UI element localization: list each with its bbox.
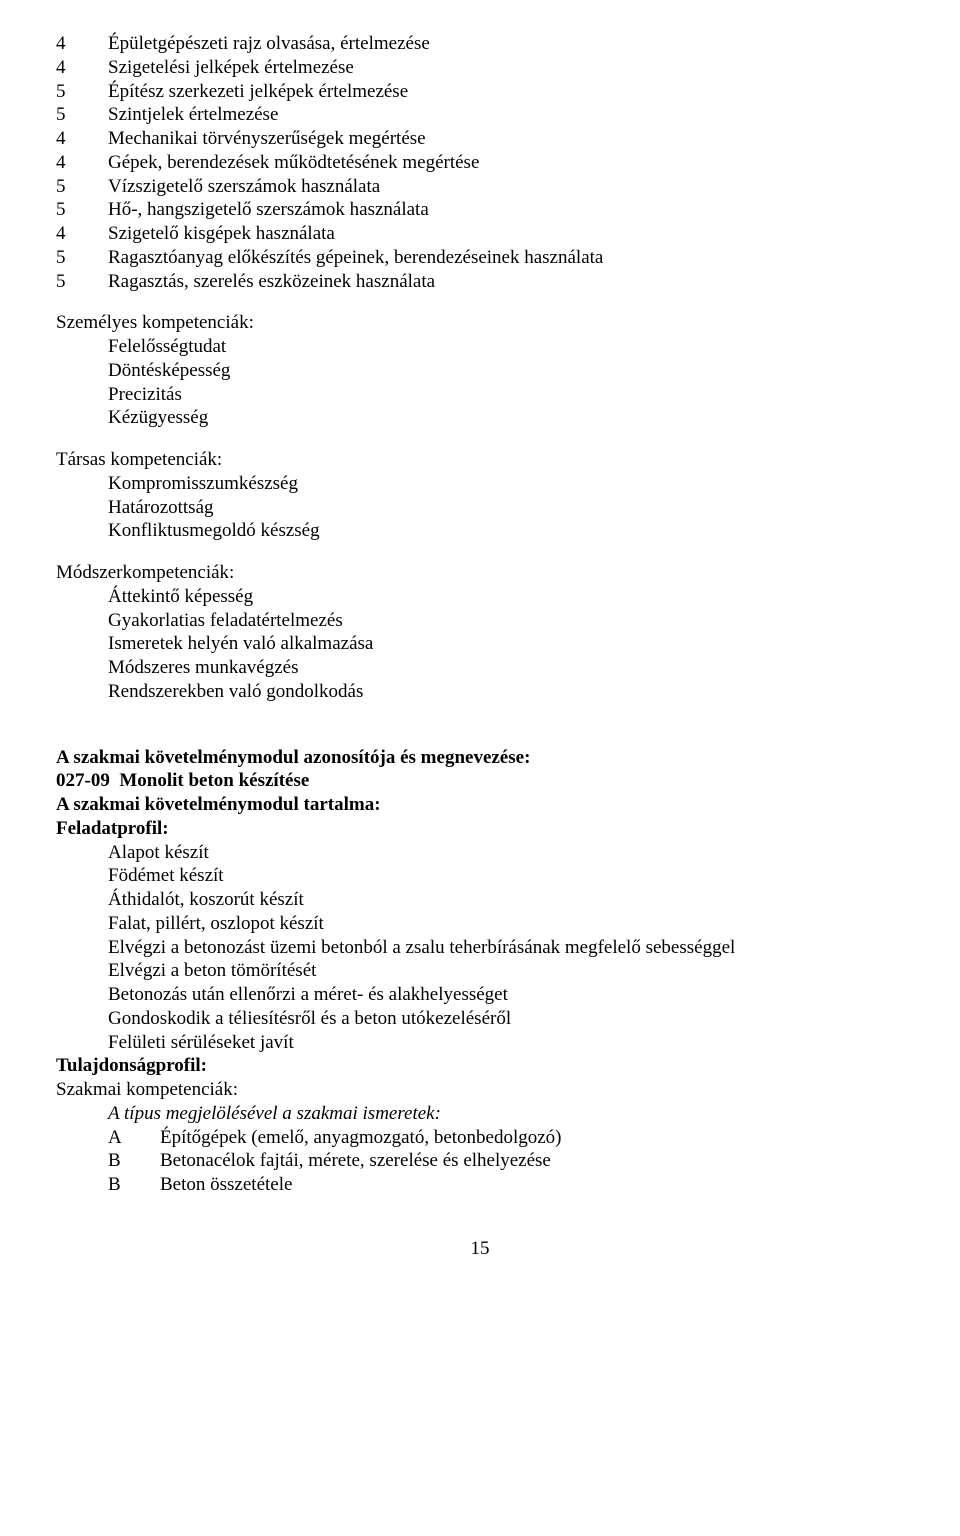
section-title: Módszerkompetenciák: <box>56 561 904 585</box>
list-item-text: Ragasztás, szerelés eszközeinek használa… <box>108 270 603 294</box>
module-heading-3: A szakmai követelménymodul tartalma: <box>56 793 904 817</box>
list-item-text: Beton összetétele <box>160 1173 562 1197</box>
module-heading-2: 027-09 Monolit beton készítése <box>56 769 904 793</box>
list-item: BBeton összetétele <box>108 1173 562 1197</box>
section-title: Személyes kompetenciák: <box>56 311 904 335</box>
list-item: Áthidalót, koszorút készít <box>108 888 904 912</box>
list-item: Elvégzi a beton tömörítését <box>108 959 904 983</box>
section-method: Módszerkompetenciák: Áttekintő képességG… <box>56 561 904 704</box>
list-item: Födémet készít <box>108 864 904 888</box>
list-item: Alapot készít <box>108 841 904 865</box>
list-item-number: 4 <box>56 222 108 246</box>
list-item-letter: A <box>108 1126 160 1150</box>
list-item: 5Ragasztás, szerelés eszközeinek használ… <box>56 270 603 294</box>
list-item: AÉpítőgépek (emelő, anyagmozgató, betonb… <box>108 1126 562 1150</box>
list-item-text: Hő-, hangszigetelő szerszámok használata <box>108 198 603 222</box>
module-code: 027-09 <box>56 770 110 791</box>
section-title: Társas kompetenciák: <box>56 448 904 472</box>
list-item-text: Szigetelési jelképek értelmezése <box>108 56 603 80</box>
list-item: 5Építész szerkezeti jelképek értelmezése <box>56 80 603 104</box>
module-block: A szakmai követelménymodul azonosítója é… <box>56 746 904 1197</box>
list-item: Rendszerekben való gondolkodás <box>108 680 904 704</box>
list-item: Döntésképesség <box>108 359 904 383</box>
list-item: Felületi sérüléseket javít <box>108 1031 904 1055</box>
list-item-text: Építész szerkezeti jelképek értelmezése <box>108 80 603 104</box>
tulajdonsagprofil-label: Tulajdonságprofil: <box>56 1054 904 1078</box>
section-personal: Személyes kompetenciák: FelelősségtudatD… <box>56 311 904 430</box>
list-item-text: Mechanikai törvényszerűségek megértése <box>108 127 603 151</box>
list-item: Konfliktusmegoldó készség <box>108 519 904 543</box>
list-item-text: Szigetelő kisgépek használata <box>108 222 603 246</box>
list-item: 5Ragasztóanyag előkészítés gépeinek, ber… <box>56 246 603 270</box>
list-item-text: Gépek, berendezések működtetésének megér… <box>108 151 603 175</box>
list-item: Kompromisszumkészség <box>108 472 904 496</box>
szakmai-kompetenciak-label: Szakmai kompetenciák: <box>56 1078 904 1102</box>
list-item: 4Szigetelő kisgépek használata <box>56 222 603 246</box>
list-item: Áttekintő képesség <box>108 585 904 609</box>
list-item: 4Szigetelési jelképek értelmezése <box>56 56 603 80</box>
list-item-letter: B <box>108 1149 160 1173</box>
list-item-number: 5 <box>56 175 108 199</box>
list-item: Precizitás <box>108 383 904 407</box>
list-item: Határozottság <box>108 496 904 520</box>
list-item: Falat, pillért, oszlopot készít <box>108 912 904 936</box>
list-item: 4Mechanikai törvényszerűségek megértése <box>56 127 603 151</box>
list-item: Betonozás után ellenőrzi a méret- és ala… <box>108 983 904 1007</box>
letter-list: AÉpítőgépek (emelő, anyagmozgató, betonb… <box>108 1126 562 1197</box>
list-item: Gondoskodik a téliesítésről és a beton u… <box>108 1007 904 1031</box>
list-item-number: 4 <box>56 32 108 56</box>
list-item-text: Építőgépek (emelő, anyagmozgató, betonbe… <box>160 1126 562 1150</box>
list-item-text: Szintjelek értelmezése <box>108 103 603 127</box>
list-item-number: 4 <box>56 151 108 175</box>
list-item: 4Gépek, berendezések működtetésének megé… <box>56 151 603 175</box>
module-heading-1: A szakmai követelménymodul azonosítója é… <box>56 746 904 770</box>
page-number: 15 <box>56 1237 904 1261</box>
numbered-list-top: 4Épületgépészeti rajz olvasása, értelmez… <box>56 32 603 293</box>
list-item-number: 5 <box>56 103 108 127</box>
module-title: Monolit beton készítése <box>119 770 309 791</box>
list-item-letter: B <box>108 1173 160 1197</box>
list-item-text: Ragasztóanyag előkészítés gépeinek, bere… <box>108 246 603 270</box>
list-item: 5Szintjelek értelmezése <box>56 103 603 127</box>
list-item: 5Vízszigetelő szerszámok használata <box>56 175 603 199</box>
list-item-number: 4 <box>56 56 108 80</box>
section-social: Társas kompetenciák: Kompromisszumkészsé… <box>56 448 904 543</box>
list-item: Felelősségtudat <box>108 335 904 359</box>
list-item: Módszeres munkavégzés <box>108 656 904 680</box>
list-item-number: 5 <box>56 198 108 222</box>
list-item-number: 5 <box>56 246 108 270</box>
list-item: BBetonacélok fajtái, mérete, szerelése é… <box>108 1149 562 1173</box>
list-item: Elvégzi a betonozást üzemi betonból a zs… <box>108 936 904 960</box>
list-item-text: Vízszigetelő szerszámok használata <box>108 175 603 199</box>
list-item-number: 5 <box>56 270 108 294</box>
list-item: 5Hő-, hangszigetelő szerszámok használat… <box>56 198 603 222</box>
tipus-line: A típus megjelölésével a szakmai ismeret… <box>56 1102 904 1126</box>
list-item: Ismeretek helyén való alkalmazása <box>108 632 904 656</box>
list-item: 4Épületgépészeti rajz olvasása, értelmez… <box>56 32 603 56</box>
list-item: Gyakorlatias feladatértelmezés <box>108 609 904 633</box>
list-item-number: 5 <box>56 80 108 104</box>
list-item-text: Épületgépészeti rajz olvasása, értelmezé… <box>108 32 603 56</box>
list-item-number: 4 <box>56 127 108 151</box>
list-item: Kézügyesség <box>108 406 904 430</box>
feladatprofil-label: Feladatprofil: <box>56 817 904 841</box>
list-item-text: Betonacélok fajtái, mérete, szerelése és… <box>160 1149 562 1173</box>
